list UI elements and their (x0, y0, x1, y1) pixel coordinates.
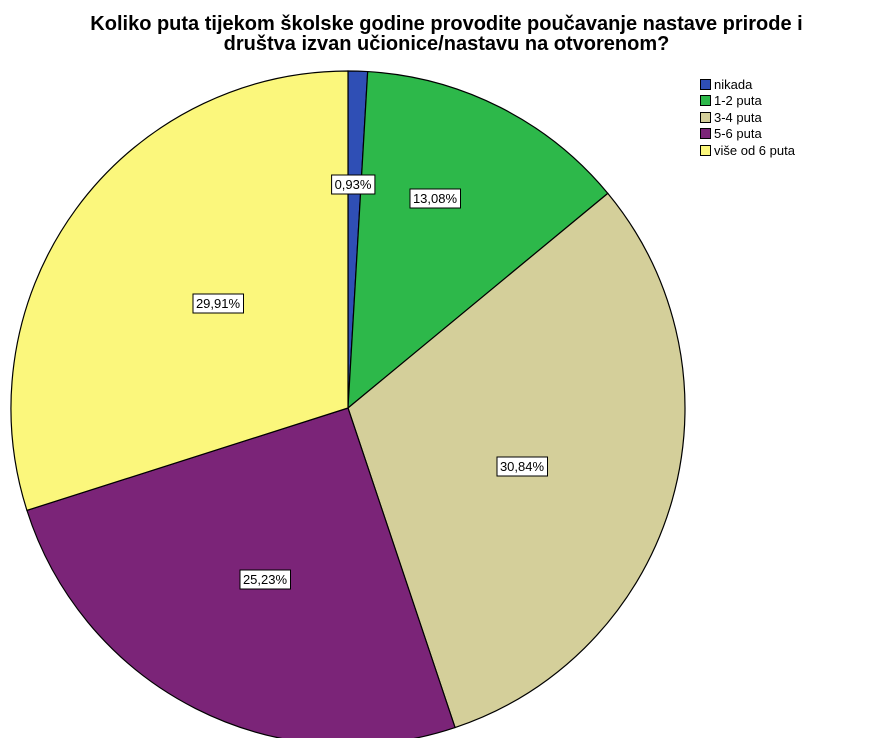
data-label-1: 13,08% (409, 188, 461, 209)
chart-title: Koliko puta tijekom školske godine provo… (0, 14, 893, 54)
chart-title-line2: društva izvan učionice/nastavu na otvore… (223, 33, 670, 55)
chart-title-line1: Koliko puta tijekom školske godine provo… (90, 13, 803, 35)
legend-item-1-2-puta: 1-2 puta (700, 93, 795, 110)
data-label-0: 0,93% (331, 174, 376, 195)
pie-slice-4 (10, 70, 349, 512)
legend: nikada 1-2 puta 3-4 puta 5-6 puta više o… (700, 76, 795, 159)
legend-item-5-6-puta: 5-6 puta (700, 126, 795, 143)
data-label-2: 30,84% (496, 456, 548, 477)
legend-swatch (700, 111, 711, 123)
legend-label: 1-2 puta (714, 93, 762, 109)
legend-swatch (700, 78, 711, 90)
svg-text:25,23%: 25,23% (243, 572, 288, 587)
legend-item-vise-od-6-puta: više od 6 puta (700, 142, 795, 159)
legend-item-nikada: nikada (700, 76, 795, 93)
data-label-3: 25,23% (239, 569, 291, 590)
legend-label: 3-4 puta (714, 109, 762, 125)
svg-text:30,84%: 30,84% (500, 459, 545, 474)
legend-swatch (700, 128, 711, 140)
svg-text:0,93%: 0,93% (335, 177, 372, 192)
svg-text:29,91%: 29,91% (196, 296, 241, 311)
legend-swatch (700, 95, 711, 107)
legend-label: nikada (714, 76, 753, 92)
legend-swatch (700, 144, 711, 156)
legend-label: 5-6 puta (714, 126, 762, 142)
pie-slice-1 (347, 70, 609, 410)
data-label-4: 29,91% (192, 293, 244, 314)
legend-item-3-4-puta: 3-4 puta (700, 109, 795, 126)
legend-label: više od 6 puta (714, 142, 795, 158)
svg-text:13,08%: 13,08% (413, 191, 458, 206)
